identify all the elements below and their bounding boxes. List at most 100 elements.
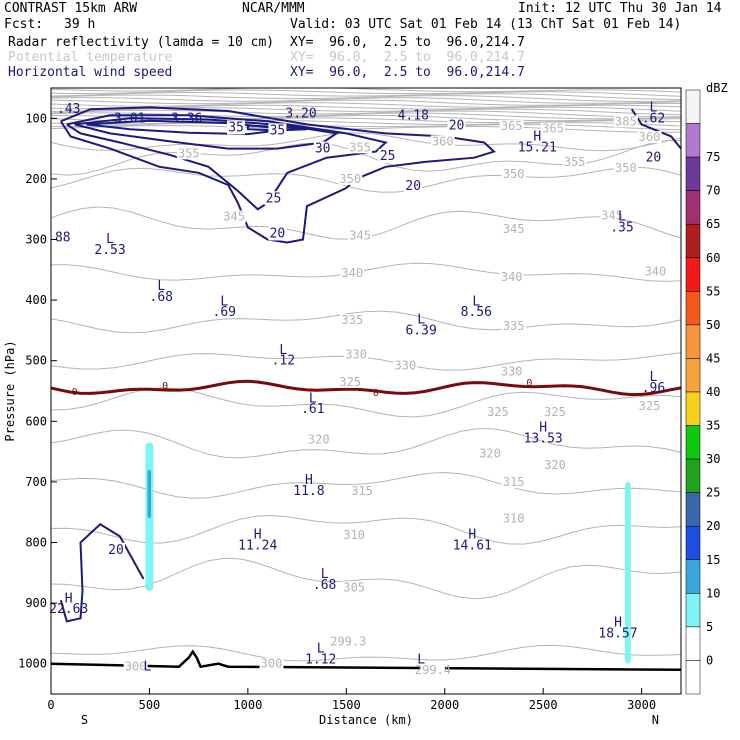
freezing-level-label: 0 [526, 378, 532, 389]
colorbar-tick-label: 35 [706, 419, 720, 433]
wind-extremum-value: .68 [313, 578, 336, 593]
wind-extremum-value: 6.39 [405, 323, 436, 338]
theta-contour [51, 387, 681, 418]
wind-extremum-kind: H [305, 473, 313, 488]
wind-extremum-kind: L [472, 294, 480, 309]
wind-extremum-value: L [417, 652, 425, 667]
x-axis-label: Distance (km) [319, 713, 413, 727]
colorbar-swatch [685, 559, 701, 594]
wind-label-bg [378, 148, 397, 163]
theta-label: 320 [308, 432, 330, 446]
wind-contour-label: 35 [228, 120, 244, 135]
theta-label-bg [499, 271, 524, 284]
theta-label-bg [637, 131, 662, 144]
theta-label: 350 [503, 167, 525, 181]
wind-extremum-value: .96 [642, 381, 665, 396]
colorbar-tick-label: 65 [706, 217, 720, 231]
wind-extremum-value: 15.21 [518, 140, 557, 155]
theta-label: 300 [125, 660, 147, 674]
theta-contour [51, 471, 681, 499]
wind-extremum-value: .69 [213, 305, 236, 320]
theta-contour-strat [51, 102, 681, 108]
theta-contour [51, 132, 681, 152]
wind-extremum-value: 18.57 [598, 626, 637, 641]
theta-label-bg [637, 400, 662, 413]
wind-extremum-kind: L [650, 370, 658, 385]
wind-extremum-kind: L [220, 294, 228, 309]
theta-label: 305 [343, 580, 365, 594]
wind-extremum-kind: L [417, 312, 425, 327]
theta-label-bg [420, 663, 445, 676]
radar-echoes [145, 442, 631, 664]
theta-label: 350 [339, 172, 361, 186]
y-tick-label: 700 [25, 475, 47, 489]
theta-label-bg [259, 657, 284, 670]
field-name-reflectivity: Radar reflectivity (lamda = 10 cm) [8, 35, 275, 50]
wind-extremum-kind: L [317, 642, 325, 657]
theta-label: 325 [339, 375, 361, 389]
theta-label-bg [478, 447, 503, 460]
forecast-label: Fcst: [4, 17, 44, 32]
wind-label-bg [313, 141, 332, 156]
theta-label-bg [306, 433, 331, 446]
wind-extremum-value: 3.36 [171, 111, 202, 126]
theta-label: 360 [432, 134, 454, 148]
valid-time: Valid: 03 UTC Sat 01 Feb 14 (13 ChT Sat … [290, 17, 682, 32]
wind-contour-label: 25 [380, 149, 396, 164]
colorbar-swatch [685, 223, 701, 259]
wind-contour-label: 35 [270, 123, 286, 138]
wind-extremum-value: 2.53 [94, 243, 125, 258]
theta-contour [51, 310, 681, 334]
theta-label-bg [348, 141, 373, 154]
theta-label: 335 [341, 313, 363, 327]
wind-extremum-value: 88 [55, 231, 71, 246]
theta-contour [51, 514, 681, 545]
wind-contour [59, 523, 145, 623]
y-tick-label: 900 [25, 596, 47, 610]
colorbar-unit: dBZ [706, 81, 728, 95]
terrain-line [51, 649, 681, 672]
field-xy-wind: XY= 96.0, 2.5 to 96.0,214.7 [290, 65, 525, 80]
colorbar-tick-label: 60 [706, 251, 720, 265]
theta-contour-strat [51, 97, 681, 104]
wind-extremum-kind: L [157, 279, 165, 294]
wind-speed-contours [59, 106, 681, 623]
wind-extremum-kind: L [321, 567, 329, 582]
theta-label-bg [123, 660, 148, 673]
y-tick-label: 500 [25, 354, 47, 368]
theta-label: 299.3 [330, 634, 366, 648]
theta-contour [51, 166, 681, 193]
wind-extremum-kind: L [650, 100, 658, 115]
colorbar-tick-label: 5 [706, 620, 713, 634]
colorbar-tick-label: 30 [706, 452, 720, 466]
colorbar-swatch [685, 291, 701, 326]
theta-label: 365 [542, 122, 564, 136]
theta-label-bg [543, 406, 567, 419]
theta-label-bg [613, 161, 638, 174]
theta-label: 320 [544, 458, 566, 472]
theta-label-bg [344, 348, 369, 361]
theta-label: 335 [503, 319, 525, 333]
wind-contour-label: 20 [405, 179, 421, 194]
model-title: CONTRAST 15km ARW [4, 1, 138, 16]
colorbar-swatch [685, 492, 701, 527]
wind-label-bg [227, 120, 246, 135]
wind-extremum-value: 3.20 [285, 106, 316, 121]
wind-contour-label: 25 [266, 191, 282, 206]
colorbar-swatch [685, 257, 701, 292]
wind-extremum-kind: H [254, 528, 262, 543]
y-tick-label: 300 [25, 233, 47, 247]
freezing-level-label: 0 [72, 387, 78, 398]
theta-label: 340 [501, 270, 523, 284]
radar-echo-core [147, 469, 152, 519]
colorbar-swatch [685, 156, 701, 191]
wind-extremum-value: .12 [272, 354, 295, 369]
colorbar-swatch [685, 358, 701, 393]
wind-extremum-kind: H [539, 420, 547, 435]
wind-extremum-kind: H [65, 591, 73, 606]
wind-extremum-value: 22.63 [49, 602, 88, 617]
theta-contour-strat [51, 122, 681, 131]
